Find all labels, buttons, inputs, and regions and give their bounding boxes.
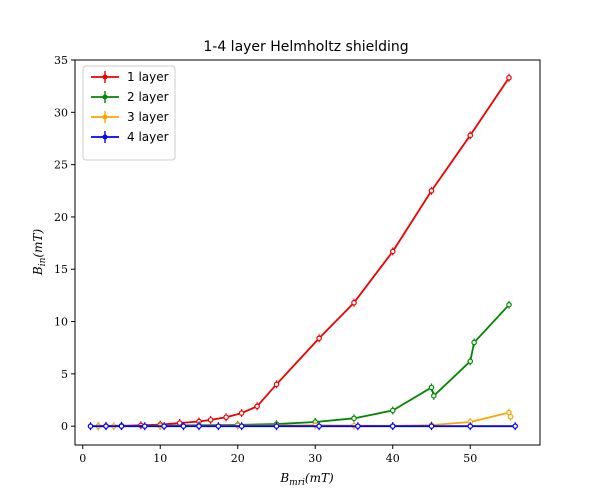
data-point [215,423,222,429]
data-point [506,302,512,308]
y-tick-label: 5 [61,368,68,381]
x-tick-label: 20 [231,452,245,465]
data-point [431,393,437,399]
data-point [316,335,322,342]
legend-marker [102,134,108,140]
data-point [467,358,474,365]
legend-label: 4 layer [127,130,169,144]
data-point [507,413,514,420]
y-tick-label: 30 [54,106,68,119]
legend-label: 3 layer [127,110,169,124]
x-tick-label: 10 [153,452,167,465]
x-tick-label: 50 [463,452,477,465]
axes-frame [74,59,541,446]
data-point [176,420,183,426]
data-point [161,423,167,429]
legend-label: 1 layer [127,70,169,84]
data-point [351,415,357,422]
data-point [273,381,280,388]
legend-marker [102,74,108,80]
data-point [467,132,474,139]
data-point [141,423,148,429]
data-point [196,423,202,429]
y-axis-label: Bin(mT) [31,229,48,277]
data-point [273,423,280,429]
y-tick-label: 25 [54,159,68,172]
data-point [118,423,125,429]
chart-title: 1-4 layer Helmholtz shielding [203,39,408,55]
x-tick-label: 30 [308,452,322,465]
data-point [506,74,512,81]
data-point [428,423,435,429]
data-point [428,187,435,194]
x-tick-label: 0 [79,452,86,465]
legend-label: 2 layer [127,90,169,104]
data-point [180,423,187,429]
data-point [238,423,245,429]
legend: 1 layer 2 layer 3 layer 4 layer [82,65,176,161]
data-point [207,417,214,423]
y-tick-label: 10 [54,316,68,329]
legend-marker [102,114,108,120]
data-point [254,403,260,410]
data-point [389,407,396,414]
x-tick-label: 40 [386,452,400,465]
axis-ticks: 0 10 20 30 40 50 0 5 10 15 20 25 30 35 [54,54,477,465]
y-tick-label: 20 [54,211,68,224]
data-point [103,423,109,429]
data-point [355,423,361,429]
data-point [428,384,435,391]
data-point [87,423,94,429]
legend-marker [102,94,108,100]
data-point [389,423,396,429]
data-point [467,423,474,429]
plot-area [87,73,519,431]
y-tick-label: 0 [61,420,68,433]
y-tick-label: 15 [54,263,68,276]
data-point [351,299,357,306]
data-point [389,248,396,255]
data-point [223,414,229,421]
data-point [316,423,322,429]
data-point [238,410,245,416]
y-tick-label: 35 [54,54,68,67]
x-axis-label: Bmri(mT) [279,471,334,488]
data-point [471,339,477,346]
data-point [512,423,519,429]
